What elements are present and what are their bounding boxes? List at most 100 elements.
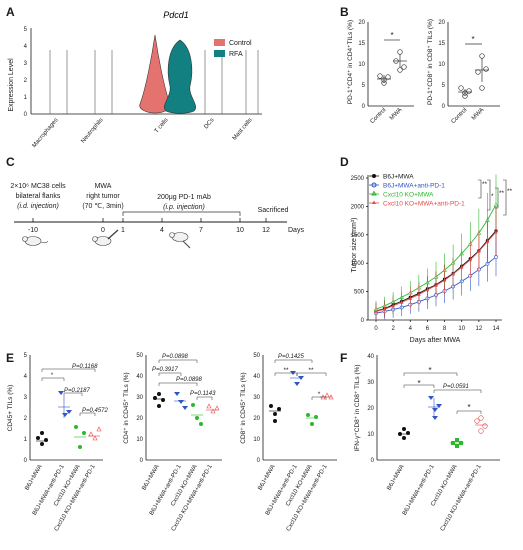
b-left-points xyxy=(377,49,407,86)
a-xtick: Macrophages xyxy=(32,117,60,149)
f-xtick: Cxcl10 KO+MWA xyxy=(430,464,459,507)
f-xtick: Cxcl10 KO+MWA+anti-PD-1 xyxy=(440,463,483,532)
f-pval: * xyxy=(467,403,470,412)
c-text: 200μg PD-1 mAb xyxy=(157,194,211,201)
c-text: 2×10⁶ MC38 cells xyxy=(10,183,66,190)
d-point xyxy=(493,202,499,207)
b-ytick: 5 xyxy=(362,83,366,89)
c-day: 4 xyxy=(160,227,164,234)
panel-label-b: B xyxy=(340,5,349,19)
mouse-icon xyxy=(22,236,49,246)
e-ytick: 4 xyxy=(24,374,28,380)
d-point xyxy=(391,304,395,308)
d-point xyxy=(468,258,473,262)
c-day: 12 xyxy=(262,227,270,234)
e-ytick: 50 xyxy=(253,353,260,359)
violin-t-rfa xyxy=(164,39,196,114)
e-xtick: B6J+MWA xyxy=(24,464,43,492)
b-left-ylabel: PD-1⁺CD4⁺ in CD4⁺TILs (%) xyxy=(347,20,354,104)
d-point xyxy=(417,292,421,296)
d-xtick-label: 6 xyxy=(426,326,430,332)
c-text: Sacrificed xyxy=(258,207,289,214)
a-violins xyxy=(49,34,259,114)
c-day: 7 xyxy=(199,227,203,234)
a-ytick: 2 xyxy=(24,78,28,84)
e-ytick: 50 xyxy=(136,353,143,359)
d-ytick-label: 1000 xyxy=(351,261,365,267)
d-xtick-label: 10 xyxy=(458,326,465,332)
d-ylabel: Tumor size (mm³) xyxy=(351,218,358,273)
d-sig-brackets xyxy=(478,179,507,216)
f-ylabel: IFN-γ⁺CD8⁺ in CD8⁺ TILs (%) xyxy=(354,364,361,451)
f-pval: P=0.0591 xyxy=(443,384,469,390)
d-legend-label: Cxcl10 KO+MWA xyxy=(383,192,434,199)
e-ytick: 20 xyxy=(136,416,143,422)
d-point xyxy=(434,283,438,287)
e3-ylabel: CD8⁺ in CD45⁺ TILs (%) xyxy=(240,372,247,443)
a-ytick: 4 xyxy=(24,44,28,50)
d-legend-label: Cxcl10 KO+MWA+anti-PD-1 xyxy=(383,201,465,208)
panel-label-d: D xyxy=(340,155,349,169)
b-ytick: 10 xyxy=(438,62,445,68)
e-ytick: 30 xyxy=(136,395,143,401)
f-xtick: B6J+MWA+anti-PD-1 xyxy=(402,463,436,516)
e3-pval: ** xyxy=(308,367,314,374)
d-xtick-label: 0 xyxy=(374,326,378,332)
a-ytick: 5 xyxy=(24,27,28,33)
e-ytick: 1 xyxy=(24,437,28,443)
mouse-needle-icon xyxy=(92,229,119,246)
e-ytick: 0 xyxy=(24,458,28,464)
c-day: 10 xyxy=(236,227,244,234)
e-ytick: 10 xyxy=(136,437,143,443)
b-ytick: 0 xyxy=(442,104,446,110)
e-xtick: B6J+MWA xyxy=(141,464,160,492)
d-point xyxy=(382,307,387,311)
d-point xyxy=(485,240,490,244)
panel-label-a: A xyxy=(6,5,15,19)
e1-points xyxy=(36,391,102,449)
b-right-ylabel: PD-1⁺CD8⁺ in CD8⁺ TILs (%) xyxy=(427,19,434,105)
c-day: 1 xyxy=(121,227,125,234)
c-text: (i.d. injection) xyxy=(17,203,59,210)
d-y-ticks: 0 500 1000 1500 2000 2500 xyxy=(351,176,368,324)
b-ytick: 0 xyxy=(362,104,366,110)
d-xlabel: Days after MWA xyxy=(410,337,461,344)
d-x-ticks: 0 2 4 6 8 10 12 14 xyxy=(374,320,500,332)
c-text: bilateral flanks xyxy=(16,193,61,200)
e-ytick: 5 xyxy=(24,353,28,359)
b-ytick: 15 xyxy=(438,41,445,47)
e1-ylabel: CD45+ TILs (%) xyxy=(7,385,14,432)
e1-pval: P=0.4572 xyxy=(82,408,109,414)
d-point xyxy=(408,296,413,300)
e-ytick: 30 xyxy=(253,395,260,401)
a-x-labels: Macrophages Neutrophils T cells DCs Mast… xyxy=(32,117,254,149)
d-legend-label: B6J+MWA xyxy=(383,174,414,181)
e3-pval: ** xyxy=(283,367,289,374)
f-ytick: 20 xyxy=(367,406,374,412)
gene-title: Pdcd1 xyxy=(163,10,189,20)
d-ytick-label: 0 xyxy=(361,318,365,324)
d-xtick-label: 2 xyxy=(391,326,395,332)
e-ytick: 3 xyxy=(24,395,28,401)
a-xtick: T cells xyxy=(154,117,170,134)
e3-points xyxy=(269,371,334,426)
a-y-ticks: 0 1 2 3 4 5 xyxy=(24,27,28,118)
f-pval: * xyxy=(417,379,420,388)
a-ytick: 3 xyxy=(24,61,28,67)
e2-pval: P=0.0898 xyxy=(162,354,189,360)
e3-pval: * xyxy=(318,391,321,398)
f-ytick: 10 xyxy=(367,432,374,438)
b-xtick: MWA xyxy=(471,107,485,121)
d-sig: ** xyxy=(507,188,513,195)
f-xtick: B6J+MWA xyxy=(386,464,405,492)
d-xtick-label: 14 xyxy=(493,326,500,332)
d-point xyxy=(477,249,481,253)
legend-swatch-control xyxy=(214,39,225,46)
a-ytick: 0 xyxy=(24,112,28,118)
f-pval: * xyxy=(428,366,431,375)
legend-label: RFA xyxy=(229,51,243,58)
e-xtick: B6J+MWA xyxy=(257,464,276,492)
legend-label: Control xyxy=(229,40,252,47)
e2-pval: P=0.0898 xyxy=(176,377,203,383)
c-text: (70 ℃, 3min) xyxy=(82,203,123,210)
